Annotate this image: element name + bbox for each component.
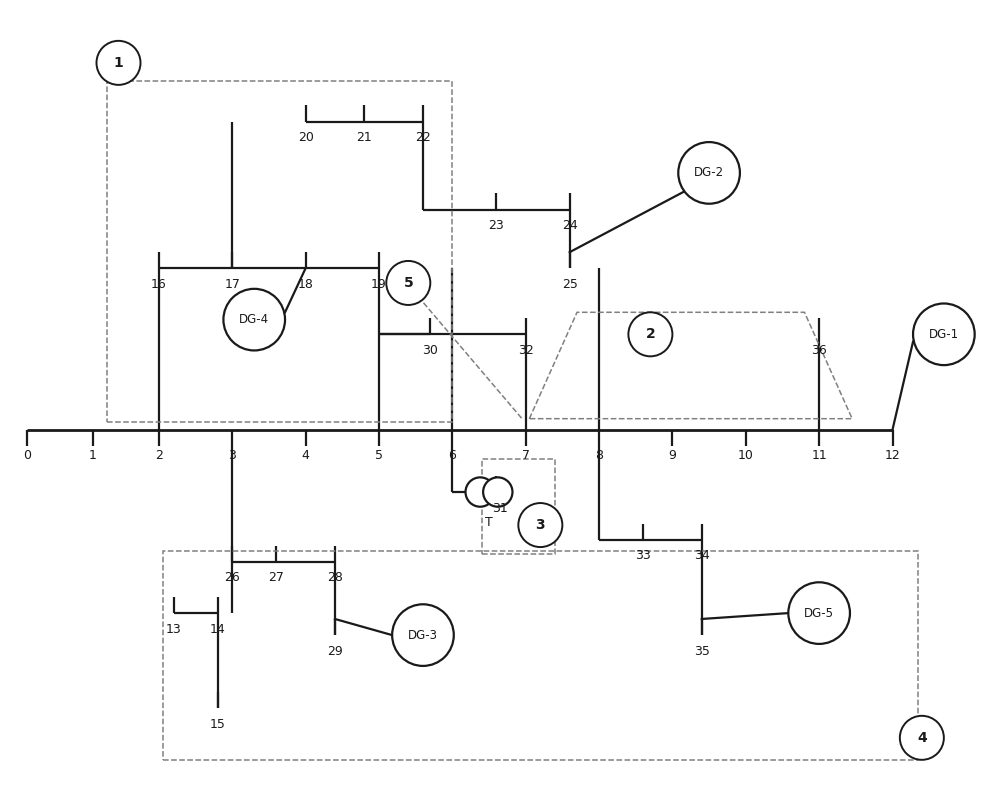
Bar [163,551,918,760]
Text: 35: 35 [694,645,710,658]
Text: 27: 27 [268,571,284,584]
Circle shape [518,503,562,547]
Circle shape [466,477,495,507]
Text: 9: 9 [668,450,676,462]
Bar [107,81,452,422]
Text: 18: 18 [298,277,314,291]
Text: DG-1: DG-1 [929,328,959,341]
Text: 21: 21 [356,131,372,144]
Circle shape [96,41,141,85]
Text: 3: 3 [536,518,545,532]
Text: 26: 26 [224,571,240,584]
Text: DG-3: DG-3 [408,629,438,641]
Circle shape [628,312,672,356]
Text: 2: 2 [155,450,163,462]
Text: 36: 36 [811,343,827,357]
Text: 4: 4 [917,731,927,745]
Text: 0: 0 [23,450,31,462]
Text: 2: 2 [646,327,655,341]
Text: 31: 31 [492,501,508,515]
Text: 28: 28 [327,571,343,584]
Text: 30: 30 [422,343,438,357]
Text: 20: 20 [298,131,314,144]
Text: 11: 11 [811,450,827,462]
Text: 1: 1 [114,56,123,70]
Text: 34: 34 [694,549,710,562]
Text: DG-4: DG-4 [239,313,269,326]
Circle shape [386,261,430,305]
Text: 13: 13 [166,623,181,636]
Circle shape [223,288,285,351]
Text: 23: 23 [488,219,504,232]
Text: 3: 3 [228,450,236,462]
Circle shape [913,303,975,365]
Text: 16: 16 [151,277,167,291]
Text: DG-2: DG-2 [694,167,724,179]
Text: 12: 12 [885,450,900,462]
Text: 29: 29 [327,645,343,658]
Circle shape [900,716,944,760]
Circle shape [678,142,740,204]
Circle shape [392,604,454,666]
Text: 5: 5 [375,450,383,462]
Text: 32: 32 [518,343,534,357]
Text: 33: 33 [635,549,651,562]
Text: 25: 25 [562,277,578,291]
Text: 5: 5 [403,276,413,290]
Text: DG-5: DG-5 [804,607,834,619]
Circle shape [483,477,512,507]
Text: 6: 6 [448,450,456,462]
Text: 15: 15 [210,718,225,731]
Text: 19: 19 [371,277,387,291]
Text: 22: 22 [415,131,431,144]
Text: 10: 10 [738,450,754,462]
Text: 4: 4 [302,450,310,462]
Bar [482,459,555,554]
Text: 24: 24 [562,219,578,232]
Text: 17: 17 [224,277,240,291]
Text: T: T [485,516,493,528]
Text: 1: 1 [89,450,97,462]
Text: 7: 7 [522,450,530,462]
Text: 8: 8 [595,450,603,462]
Circle shape [788,582,850,644]
Text: 14: 14 [210,623,225,636]
